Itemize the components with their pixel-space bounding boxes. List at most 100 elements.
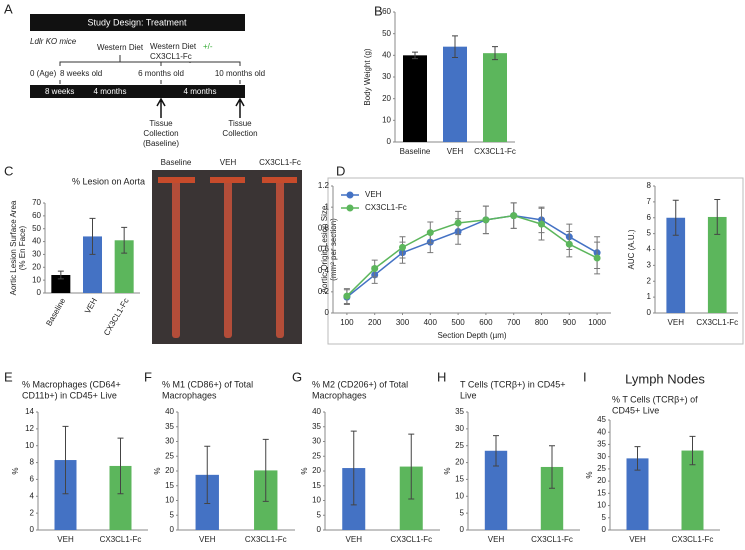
collection: Collection — [143, 129, 178, 138]
y-tick-label: 40 — [312, 407, 321, 416]
x-tick-label: 800 — [535, 318, 549, 327]
arrow — [156, 97, 245, 118]
bar — [666, 217, 686, 313]
error-bar — [634, 446, 641, 471]
y-tick-label: 30 — [382, 72, 391, 81]
x-tick-label: VEH — [199, 535, 216, 544]
x-tick-label: CX3CL1-Fc — [672, 535, 714, 544]
bar — [443, 46, 467, 142]
error-bar — [672, 199, 679, 236]
marker — [371, 265, 379, 273]
y-tick-label: 35 — [455, 407, 464, 416]
marker — [426, 229, 434, 237]
y-tick-label: 4 — [30, 491, 35, 500]
chart-title: Macrophages — [312, 390, 367, 400]
x-tick-label: VEH — [629, 535, 646, 544]
error-bar — [492, 46, 498, 61]
x-tick-label: VEH — [488, 535, 505, 544]
panel-letter: E — [4, 369, 13, 384]
y-axis-label: % — [153, 467, 162, 474]
bar — [51, 275, 71, 293]
legend-label: VEH — [365, 190, 382, 199]
x-tick-label: CX3CL1-Fc — [474, 147, 516, 156]
bar — [83, 236, 102, 293]
y-tick-label: 1.2 — [318, 181, 330, 190]
photo-label: VEH — [220, 158, 237, 167]
y-tick-label: 25 — [312, 451, 321, 460]
y-axis-label: Body Weight (g) — [363, 48, 372, 106]
aorta — [172, 178, 180, 338]
y-tick-label: 4 — [647, 245, 652, 254]
y-tick-label: 0 — [460, 525, 465, 534]
panel-a: A Study Design: Treatment Ldlr KO mice W… — [4, 1, 265, 148]
y-tick-label: 15 — [597, 488, 606, 497]
y-tick-label: 15 — [312, 481, 321, 490]
y-tick-label: 10 — [455, 491, 464, 500]
y-tick-label: 20 — [165, 466, 174, 475]
y-tick-label: 20 — [32, 262, 41, 271]
period: 4 months — [184, 87, 217, 96]
y-axis-label: % — [585, 471, 594, 478]
y-tick-label: 35 — [312, 422, 321, 431]
photos: Baseline VEH CX3CL1-Fc — [152, 158, 302, 344]
error-bar — [89, 217, 96, 255]
age: 0 (Age) — [30, 69, 57, 78]
bar — [483, 53, 507, 142]
y-tick-label: 45 — [597, 415, 606, 424]
error-bar — [689, 435, 696, 466]
bar — [403, 55, 427, 143]
y-tick-label: 5 — [460, 508, 465, 517]
x-tick-label: 200 — [368, 318, 382, 327]
error-bar — [121, 226, 128, 254]
y-axis-label: (mm² per section) — [329, 218, 338, 281]
y-tick-label: 60 — [32, 211, 41, 220]
x-tick-label: VEH — [83, 296, 99, 315]
y-tick-label: 1 — [325, 202, 330, 211]
y-tick-label: 1 — [647, 292, 652, 301]
bar — [681, 450, 704, 530]
y-tick-label: 30 — [312, 437, 321, 446]
panel-letter: F — [144, 369, 152, 384]
age: 10 months old — [215, 69, 265, 78]
y-tick-label: 6 — [30, 475, 35, 484]
y-axis-label: % — [300, 467, 309, 474]
y-tick-label: 0 — [30, 525, 35, 534]
bar — [540, 466, 564, 530]
y-tick-label: 30 — [165, 437, 174, 446]
chart-title: Macrophages — [162, 390, 217, 400]
x-axis-label: Section Depth (µm) — [437, 331, 506, 340]
x-tick-label: CX3CL1-Fc — [390, 535, 432, 544]
marker — [510, 212, 518, 220]
error-bar — [350, 430, 357, 506]
mice: Ldlr KO mice — [30, 37, 77, 46]
tick — [59, 80, 241, 84]
y-tick-label: 0 — [37, 288, 42, 297]
x-tick-label: CX3CL1-Fc — [245, 535, 287, 544]
y-tick-label: 0 — [387, 137, 392, 146]
y-tick-label: 40 — [165, 407, 174, 416]
x-tick-label: VEH — [447, 147, 464, 156]
y-tick-label: 25 — [165, 451, 174, 460]
bar — [109, 465, 132, 530]
y-tick-label: 10 — [165, 496, 174, 505]
y-tick-label: 70 — [32, 198, 41, 207]
line — [346, 214, 598, 297]
error-bar — [493, 435, 499, 467]
collection: (Baseline) — [143, 139, 179, 148]
y-tick-label: 0 — [325, 308, 330, 317]
age: 6 months old — [138, 69, 184, 78]
panel-letter: G — [292, 369, 302, 384]
marker — [565, 240, 573, 248]
bar — [626, 458, 649, 530]
y-tick-label: 30 — [597, 452, 606, 461]
error-bar — [408, 433, 415, 500]
error-bar — [412, 51, 418, 60]
x-tick-label: Baseline — [44, 296, 67, 328]
y-tick-label: 0 — [170, 525, 175, 534]
panel-letter: B — [374, 3, 383, 18]
y-tick-label: 35 — [597, 440, 606, 449]
x-tick-label: 600 — [479, 318, 493, 327]
design-title: Study Design: Treatment — [87, 17, 187, 27]
x-tick-label: 300 — [396, 318, 410, 327]
y-tick-label: 8 — [647, 181, 652, 190]
